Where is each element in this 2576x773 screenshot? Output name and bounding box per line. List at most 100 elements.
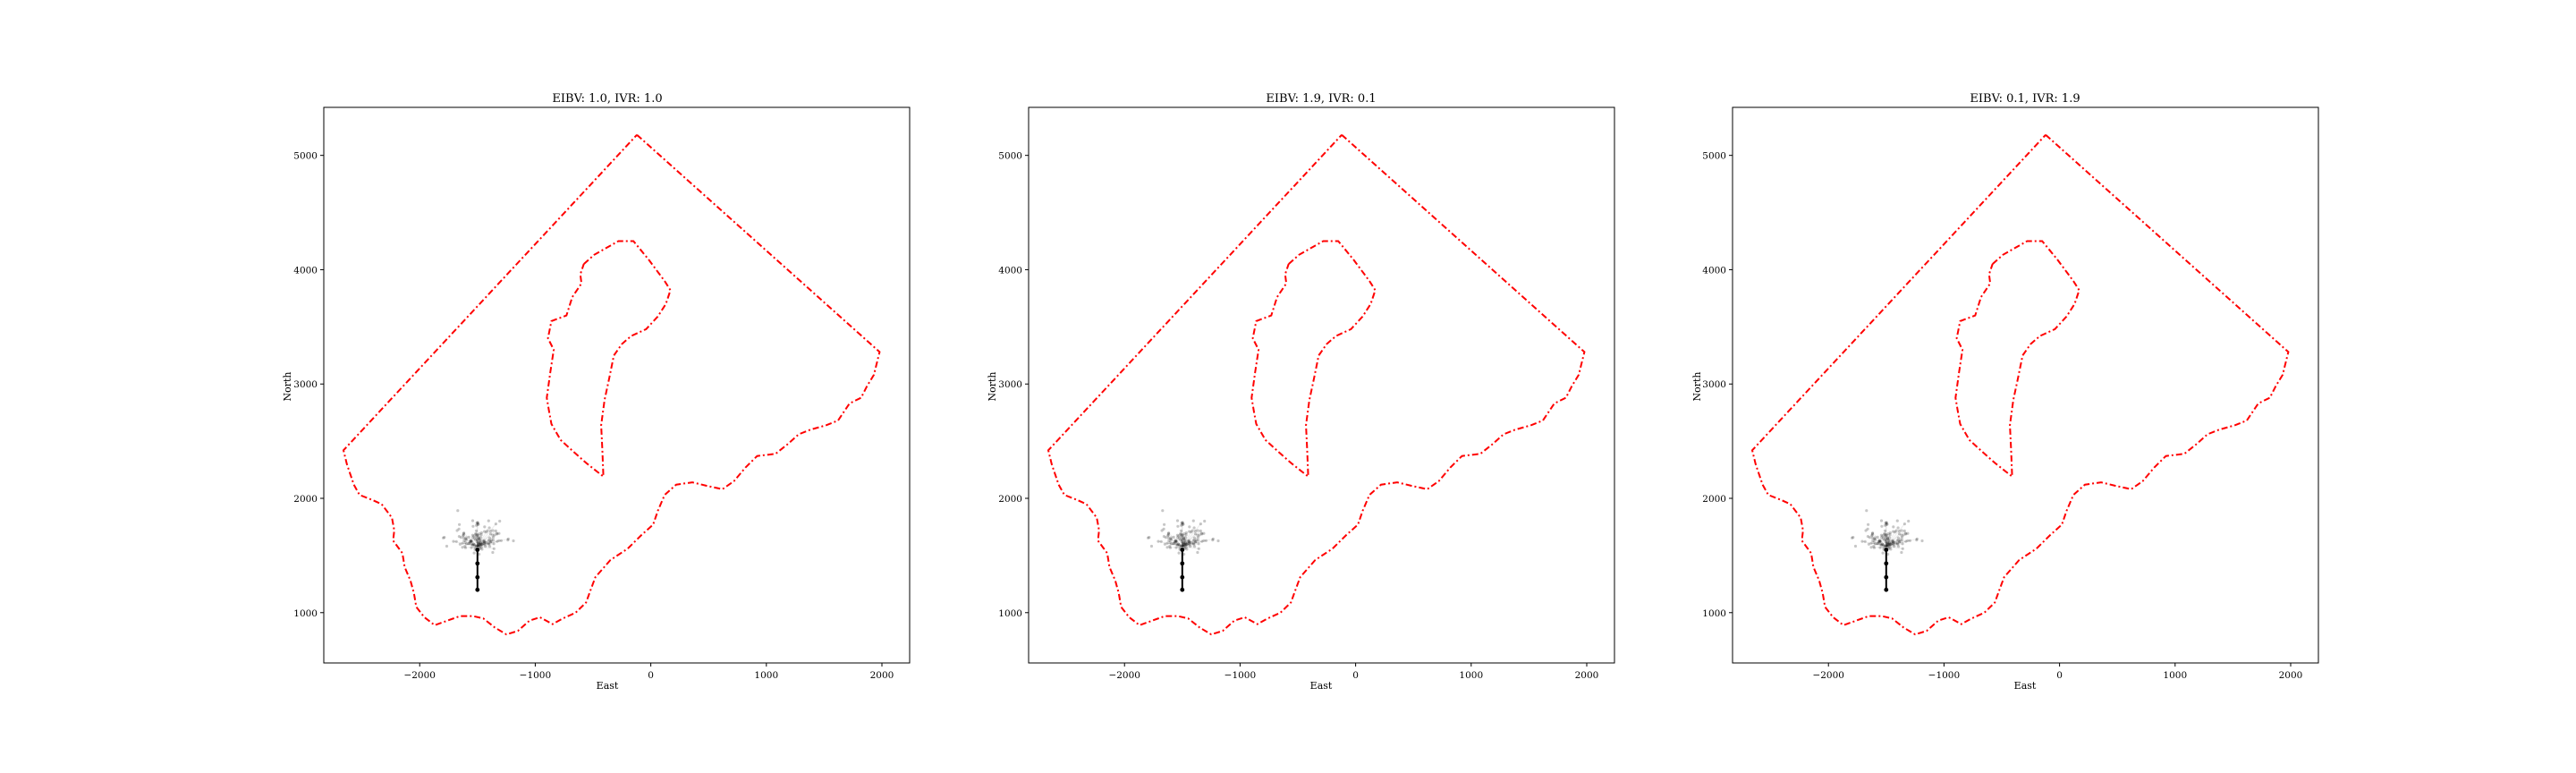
subplot-2-candidate-ray	[1182, 538, 1214, 548]
subplot-2-candidate-point	[1166, 536, 1171, 540]
subplot-3-trajectory-node	[1884, 587, 1889, 592]
subplot-3-candidate-ray	[1885, 543, 1894, 548]
subplot-3-candidate-point	[1895, 539, 1899, 542]
subplot-3-candidate-point	[1904, 532, 1908, 536]
subplot-2-candidate-point	[1165, 546, 1169, 549]
subplot-2-xtick-label: 1000	[1459, 670, 1483, 681]
subplot-2-candidate-point	[1180, 538, 1183, 542]
subplot-2-candidate-ray	[1170, 546, 1182, 548]
subplot-2-candidate-ray	[1157, 540, 1182, 548]
subplot-1-candidate-ray	[475, 533, 479, 547]
subplot-3-trajectory-node	[1884, 548, 1889, 552]
subplot-3-candidate-point	[1886, 539, 1890, 542]
subplot-2-candidate-point	[1182, 542, 1186, 546]
subplot-2-candidate-point	[1185, 548, 1189, 551]
subplot-3-ytick-label: 3000	[1702, 379, 1726, 390]
subplot-1-candidate-point	[494, 529, 497, 532]
subplot-1-candidate-point	[487, 519, 490, 522]
subplot-1-xtick-label: −1000	[520, 670, 552, 681]
subplot-1-candidate-point	[484, 545, 487, 548]
subplot-1-candidate-point	[476, 521, 479, 524]
subplot-1-candidate-ray	[477, 543, 489, 548]
subplot-3-candidate-point	[1894, 529, 1898, 532]
subplot-1-candidate-point	[474, 532, 478, 536]
subplot-3-candidate-point	[1867, 542, 1870, 546]
subplot-3-candidate-point	[1880, 536, 1884, 539]
subplot-3-candidate-point	[1886, 542, 1890, 546]
subplot-1-candidate-point	[475, 538, 479, 542]
subplot-1-inner-boundary	[546, 240, 672, 479]
subplot-1-candidate-point	[483, 542, 487, 546]
subplot-2-candidate-point	[1180, 523, 1183, 527]
subplot-3-ytick-label: 4000	[1702, 265, 1726, 276]
subplot-2-candidate-point	[1164, 536, 1168, 539]
subplot-3-candidate-point	[1881, 551, 1885, 555]
subplot-2-candidate-point	[1174, 540, 1177, 544]
subplot-1-candidate-point	[487, 536, 492, 539]
subplot-2-candidate-point	[1192, 536, 1196, 539]
subplot-3-candidate-point	[1885, 535, 1889, 539]
subplot-3-candidate-ray	[1885, 544, 1889, 548]
subplot-1-candidate-point	[492, 539, 496, 542]
subplot-3-candidate-point	[1892, 525, 1895, 529]
subplot-2-candidate-point	[1184, 533, 1188, 537]
subplot-1-candidate-ray	[477, 541, 491, 548]
subplot-3-candidate-point	[1906, 531, 1910, 535]
subplot-2-candidate-ray	[1182, 540, 1202, 548]
subplot-3-candidate-point	[1872, 546, 1876, 549]
subplot-3-candidate-point	[1896, 526, 1900, 530]
subplot-1-candidate-ray	[477, 537, 479, 547]
subplot-2-candidate-point	[1180, 521, 1183, 525]
subplot-1-candidate-point	[491, 533, 495, 537]
subplot-1-candidate-point	[482, 541, 486, 546]
subplot-1-candidate-point	[487, 541, 491, 545]
subplot-2-candidate-point	[1181, 533, 1184, 537]
subplot-3: EIBV: 0.1, IVR: 1.9 East North −2000 −100…	[1691, 92, 2319, 692]
subplot-1-candidate-ray	[473, 543, 479, 548]
subplot-2-candidate-ray	[1182, 543, 1199, 548]
subplot-2-xtick-label: 2000	[1575, 670, 1599, 681]
subplot-3-candidate-point	[1883, 532, 1886, 536]
subplot-2-plot-area: −2000 −1000 0 1000 2000 1000 2000 3000 4000 5000	[998, 106, 1615, 681]
subplot-3-candidate-point	[1877, 541, 1880, 545]
subplot-1-candidate-point	[477, 537, 481, 540]
subplot-3-candidate-point	[1885, 542, 1889, 546]
subplot-2-ytick-label: 1000	[998, 608, 1022, 619]
subplot-3-candidate-ray	[1872, 532, 1887, 548]
subplot-3-candidate-ray	[1885, 541, 1894, 548]
subplot-3-candidate-point	[1895, 519, 1899, 522]
subplot-1-candidate-point	[442, 536, 445, 539]
subplot-2-candidate-point	[1183, 543, 1187, 548]
subplot-3-candidate-point	[1880, 542, 1884, 546]
subplot-2-candidate-ray	[1182, 543, 1194, 548]
subplot-2-candidate-point	[1184, 536, 1188, 539]
subplot-3-candidate-point	[1892, 542, 1895, 546]
subplot-1-candidate-ray	[477, 523, 496, 548]
subplot-1-candidate-point	[479, 542, 482, 547]
subplot-1-candidate-point	[480, 548, 484, 551]
subplot-2-xtick-label: −1000	[1224, 670, 1257, 681]
subplot-2-candidate-point	[1181, 521, 1184, 524]
subplot-2-candidate-ray	[1176, 543, 1182, 548]
subplot-3-candidate-point	[1885, 522, 1889, 526]
subplot-1-candidate-cloud	[442, 509, 515, 556]
subplot-2-candidate-point	[1148, 536, 1151, 539]
subplot-2-candidate-point	[1199, 531, 1203, 535]
subplot-3-xtick-label: −2000	[1812, 670, 1844, 681]
subplot-1-candidate-point	[483, 530, 487, 533]
subplot-2-candidate-point	[1185, 543, 1189, 547]
subplot-3-candidate-point	[1884, 540, 1887, 544]
subplot-3-candidate-point	[1896, 536, 1900, 539]
subplot-3-candidate-point	[1889, 548, 1893, 551]
subplot-1-candidate-point	[490, 538, 494, 542]
subplot-3-candidate-point	[1871, 539, 1875, 543]
subplot-3-candidate-ray	[1885, 541, 1900, 548]
subplot-2-candidate-point	[1175, 533, 1179, 537]
subplot-3-candidate-point	[1866, 535, 1869, 539]
subplot-3-candidate-point	[1887, 539, 1891, 542]
subplot-3-candidate-ray	[1881, 544, 1886, 548]
subplot-3-candidate-point	[1892, 530, 1895, 533]
subplot-1-candidate-point	[472, 537, 476, 540]
subplot-1-candidate-ray	[476, 522, 479, 547]
subplot-1-candidate-point	[475, 540, 479, 544]
